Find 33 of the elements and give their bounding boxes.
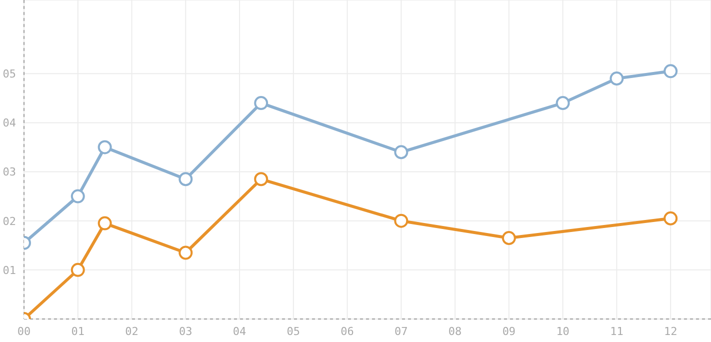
y-tick-label: 03	[2, 166, 16, 179]
x-tick-label: 06	[340, 324, 354, 338]
x-tick-label: 07	[394, 324, 408, 338]
y-tick-label: 05	[2, 68, 16, 81]
y-tick-label: 02	[2, 214, 16, 228]
point	[664, 211, 678, 226]
x-tick-label: 05	[286, 324, 300, 338]
point	[98, 216, 112, 230]
point	[70, 189, 85, 204]
point	[664, 64, 678, 78]
x-tick-label: 10	[556, 324, 570, 338]
point	[178, 172, 193, 186]
point	[610, 72, 624, 86]
point	[394, 214, 408, 228]
x-tick-label: 12	[664, 324, 678, 338]
point	[394, 145, 408, 160]
point	[98, 140, 112, 154]
x-tick-label: 02	[125, 324, 138, 338]
x-tick-label: 04	[232, 324, 247, 338]
point	[556, 96, 570, 110]
y-tick-label: 01	[2, 264, 16, 277]
x-tick-label: 09	[502, 324, 516, 338]
point	[254, 172, 268, 186]
x-tick-label: 08	[448, 324, 462, 338]
y-tick-label: 04	[2, 116, 16, 130]
point	[502, 231, 516, 246]
point	[178, 246, 193, 260]
x-tick-label: 03	[179, 324, 192, 338]
x-tick-label: 01	[71, 324, 85, 338]
point	[254, 96, 268, 110]
x-tick-label: 11	[610, 324, 624, 338]
x-tick-label: 00	[17, 324, 31, 338]
point	[70, 262, 85, 277]
